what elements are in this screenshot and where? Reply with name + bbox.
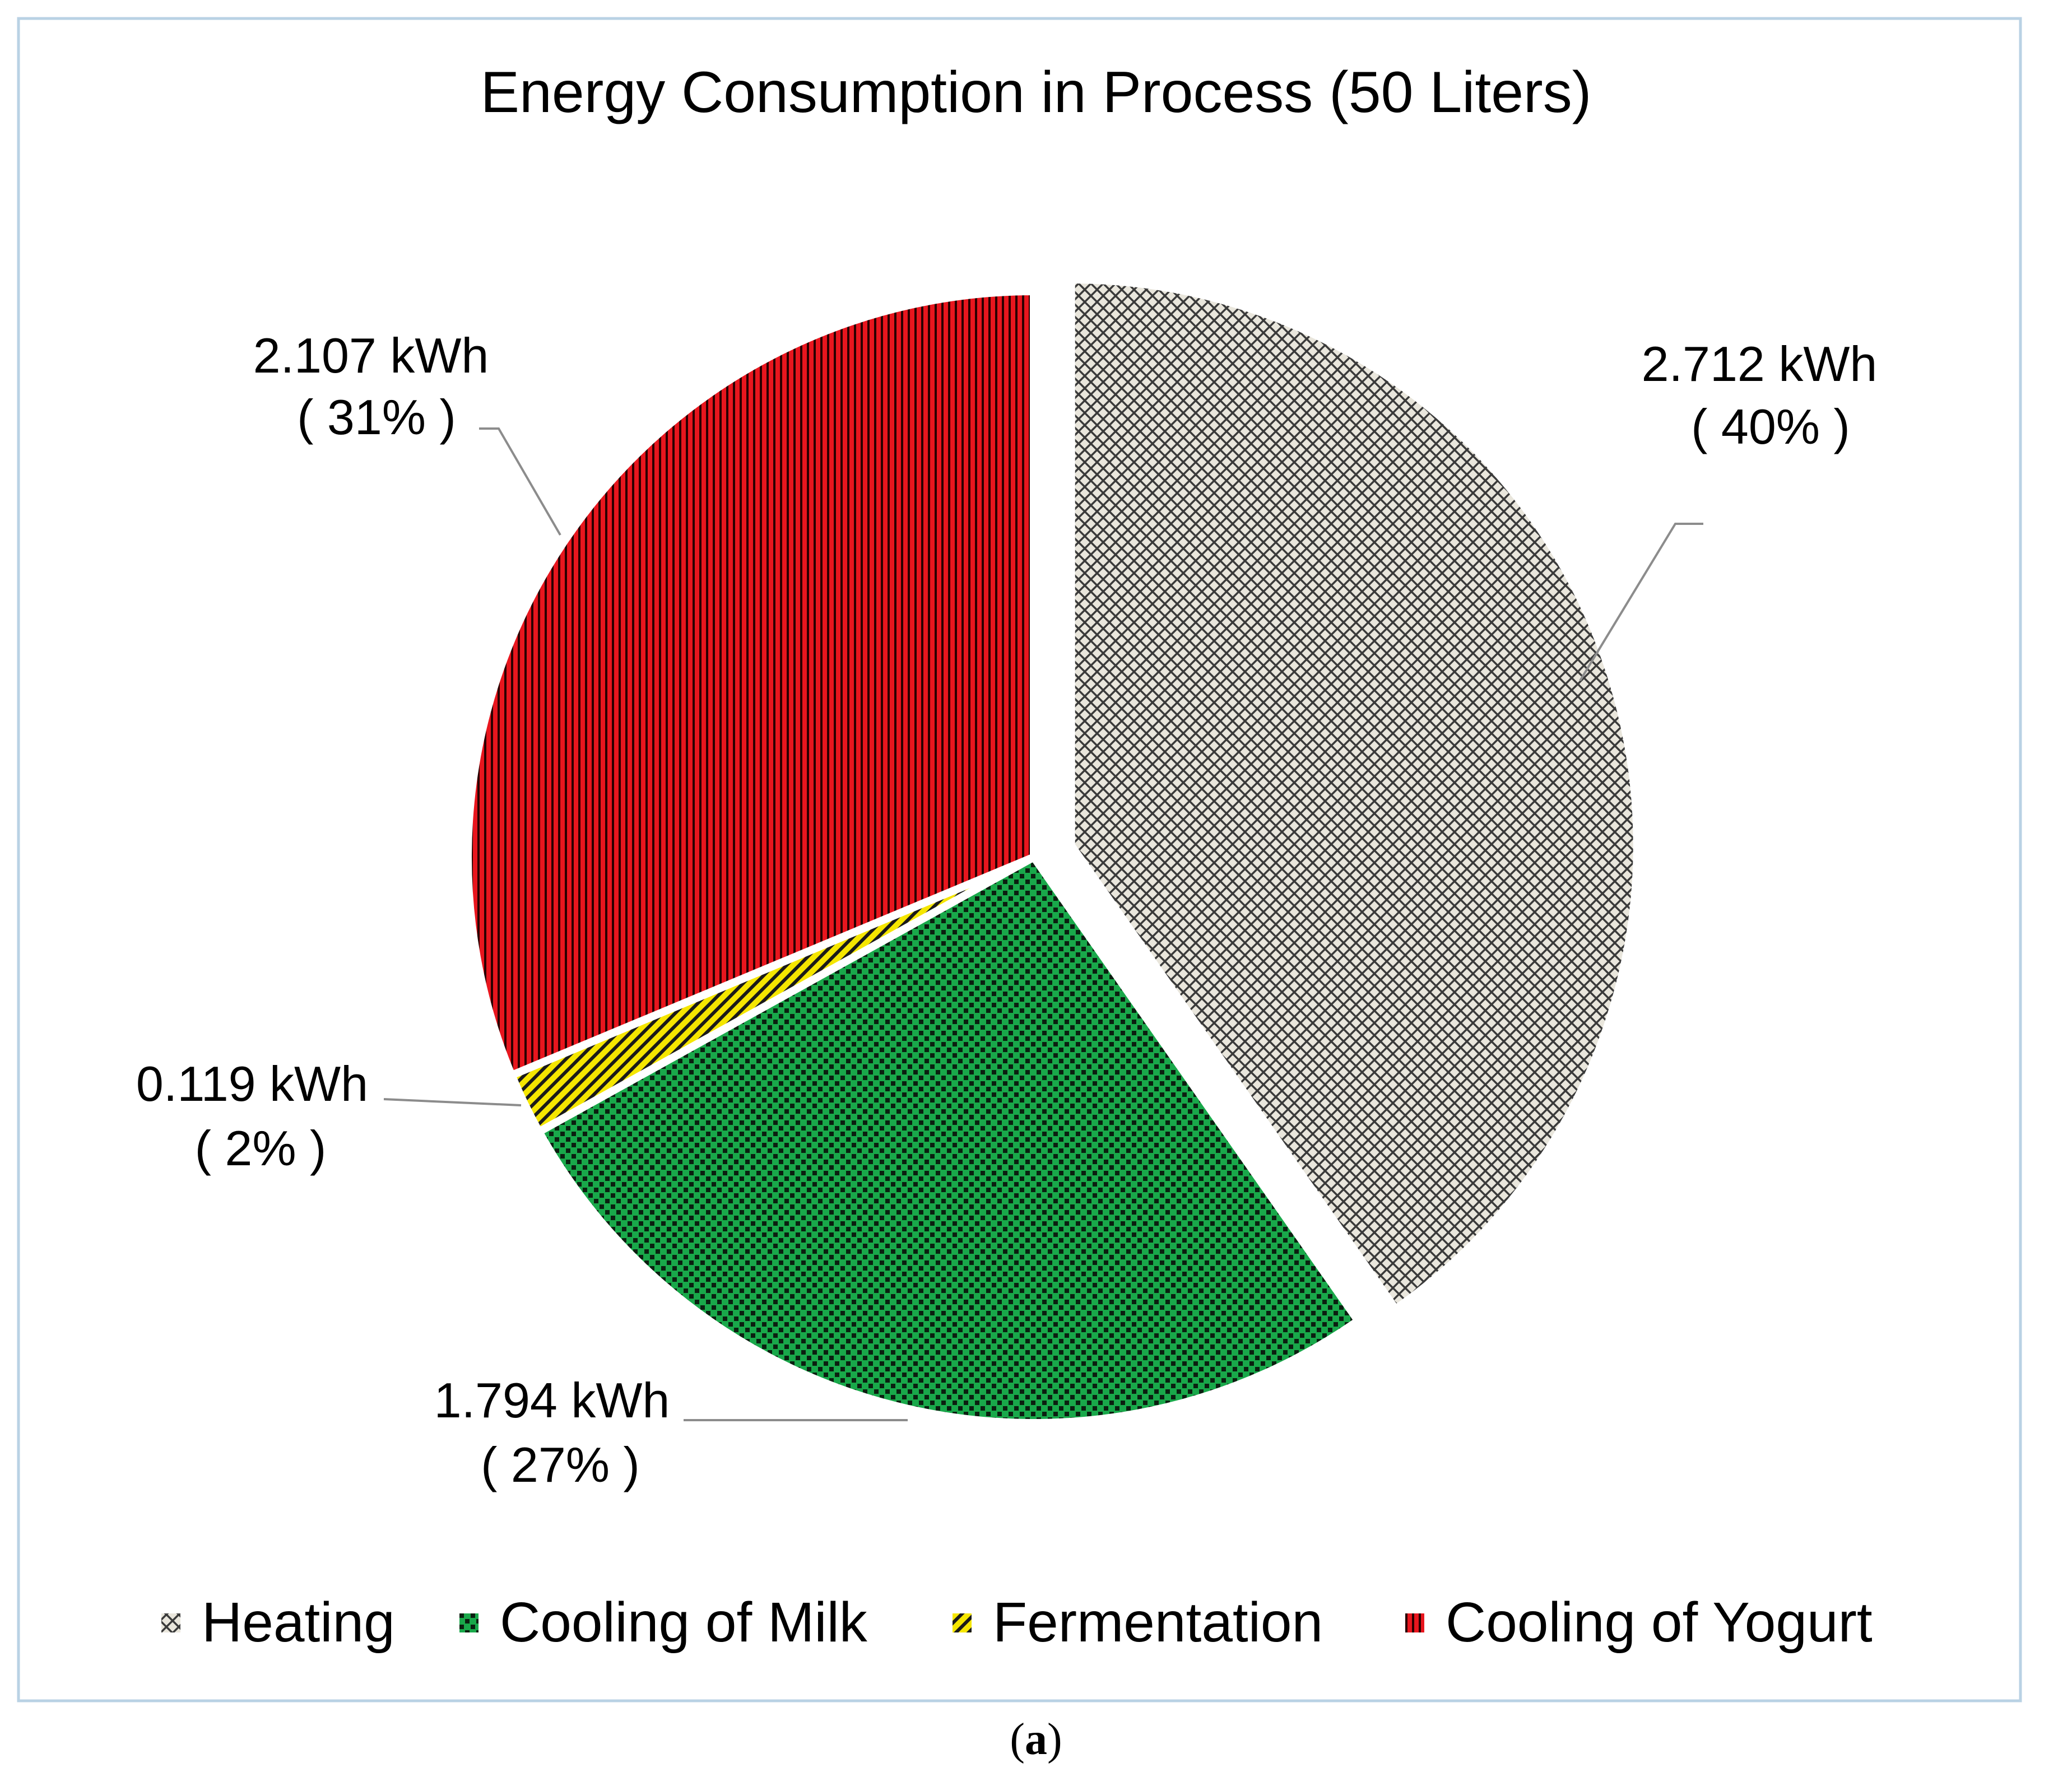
leader-line-heating xyxy=(1579,523,1703,682)
data-label-heating-value: 2.712 kWh xyxy=(1642,336,1878,392)
leader-line-fermentation xyxy=(383,1098,522,1106)
data-label-cooling-of-milk-percent: ( 27% ) xyxy=(481,1437,640,1492)
data-label-fermentation-percent: ( 2% ) xyxy=(195,1120,327,1176)
pie xyxy=(464,275,1641,1427)
legend: Heating Cooling of Milk Fermentation Coo… xyxy=(161,1591,1873,1654)
caption-open: ( xyxy=(1010,1715,1025,1764)
legend-swatch-fermentation xyxy=(953,1613,972,1632)
data-label-heating-percent: ( 40% ) xyxy=(1691,399,1850,454)
pie-slice-cooling-of-yogurt xyxy=(464,287,1038,1080)
caption-letter: a xyxy=(1025,1715,1047,1764)
caption-close: ) xyxy=(1047,1715,1062,1764)
legend-swatch-cooling-of-yogurt xyxy=(1405,1613,1424,1632)
legend-swatch-cooling-of-milk xyxy=(459,1613,478,1632)
pie-slice-heating xyxy=(1067,275,1641,1313)
pie-slice-cooling-of-milk xyxy=(535,853,1362,1427)
figure-caption: (a) xyxy=(0,1714,2072,1765)
leader-line-cooling-of-yogurt xyxy=(479,427,561,536)
legend-swatch-heating xyxy=(161,1613,180,1632)
chart: Energy Consumption in Process (50 Liters… xyxy=(17,17,2022,1702)
chart-title: Energy Consumption in Process (50 Liters… xyxy=(481,60,1592,125)
data-label-cooling-of-milk-value: 1.794 kWh xyxy=(434,1373,670,1428)
data-label-fermentation-value: 0.119 kWh xyxy=(136,1056,368,1111)
legend-label-cooling-of-milk: Cooling of Milk xyxy=(500,1591,868,1654)
data-label-cooling-of-yogurt-percent: ( 31% ) xyxy=(297,389,456,445)
legend-label-fermentation: Fermentation xyxy=(993,1591,1323,1654)
data-label-cooling-of-yogurt-value: 2.107 kWh xyxy=(253,328,489,383)
legend-label-cooling-of-yogurt: Cooling of Yogurt xyxy=(1446,1591,1873,1654)
legend-label-heating: Heating xyxy=(202,1591,395,1654)
